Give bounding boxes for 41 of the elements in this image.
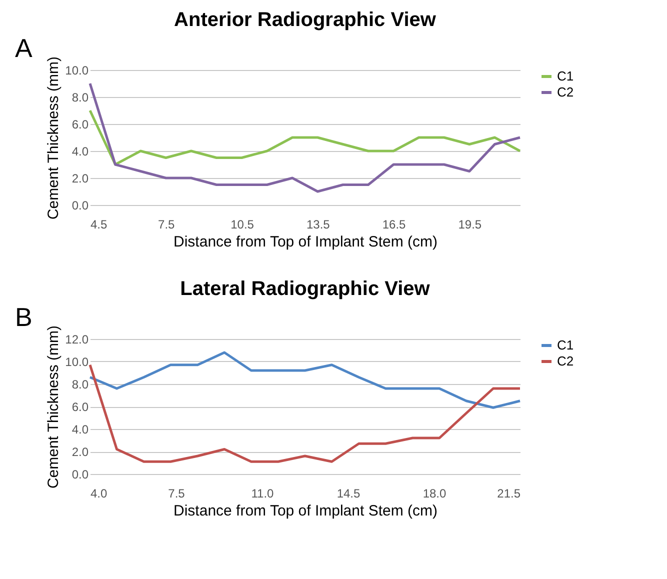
chart-title: Anterior Radiographic View (174, 9, 436, 31)
y-tick-label: 6.0 (72, 400, 89, 414)
legend-label: C2 (557, 84, 574, 100)
x-tick-label: 11.0 (251, 486, 274, 500)
line-series (88, 351, 522, 409)
legend-label: C1 (557, 68, 574, 84)
x-tick-label: 13.5 (306, 218, 330, 232)
line-series (88, 109, 522, 166)
y-tick-label: 8.0 (72, 90, 89, 104)
y-tick-label: 0.0 (72, 468, 89, 482)
y-tick-label: 10.0 (65, 355, 89, 369)
line-series (88, 364, 522, 463)
legend-label: C2 (557, 354, 574, 368)
x-tick-label: 19.5 (458, 218, 482, 232)
x-tick-label: 10.5 (230, 218, 254, 232)
x-tick-label: 16.5 (382, 218, 406, 232)
y-tick-label: 4.0 (72, 144, 89, 158)
x-axis-title: Distance from Top of Implant Stem (cm) (174, 502, 438, 520)
y-axis-title: Cement Thickness (mm) (45, 325, 62, 489)
x-tick-label: 21.5 (497, 486, 521, 500)
x-tick-label: 14.5 (336, 486, 360, 500)
y-tick-label: 0.0 (72, 198, 89, 212)
y-tick-label: 2.0 (72, 172, 89, 186)
y-tick-label: 6.0 (72, 118, 89, 132)
x-tick-label: 7.5 (158, 218, 176, 232)
y-tick-label: 8.0 (72, 378, 89, 392)
y-tick-label: 12.0 (65, 332, 89, 346)
text: B (15, 302, 32, 332)
x-tick-label: 4.0 (90, 486, 108, 500)
y-tick-label: 2.0 (72, 445, 89, 459)
y-axis-title: Cement Thickness (mm) (45, 56, 62, 220)
x-axis-title: Distance from Top of Implant Stem (cm) (174, 234, 438, 250)
legend-label: C1 (557, 338, 574, 352)
y-tick-label: 4.0 (72, 422, 89, 436)
chart-title: Lateral Radiographic View (180, 278, 430, 300)
x-tick-label: 4.5 (90, 218, 108, 232)
x-tick-label: 7.5 (168, 486, 186, 500)
text: A (15, 33, 33, 63)
y-tick-label: 10.0 (65, 64, 89, 78)
line-series (88, 82, 522, 193)
x-tick-label: 18.0 (422, 486, 446, 500)
